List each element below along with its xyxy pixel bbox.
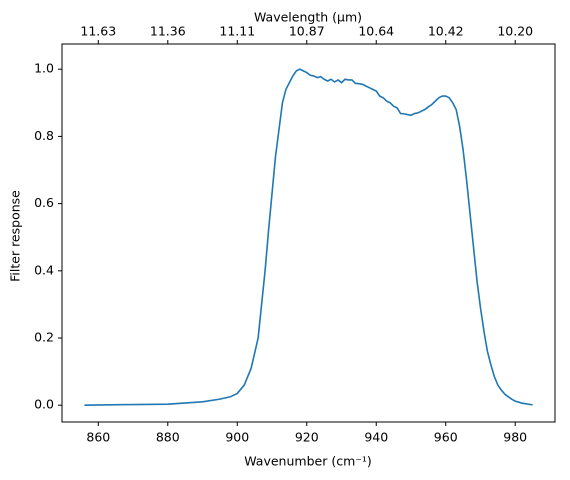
x2-tick-label: 10.20: [497, 24, 533, 39]
x2-tick-label: 11.63: [80, 24, 116, 39]
y-axis-label: Filter response: [8, 190, 23, 282]
x-tick-label: 940: [364, 430, 388, 445]
plot-frame: [61, 43, 556, 423]
y-tick-label: 1.0: [34, 61, 54, 76]
x2-tick-label: 10.64: [358, 24, 394, 39]
x2-axis-label: Wavelength (μm): [254, 10, 362, 25]
x-tick-label: 860: [86, 430, 110, 445]
y-tick-label: 0.6: [34, 195, 54, 210]
data-line: [84, 68, 533, 406]
x-tick-label: 900: [225, 430, 249, 445]
x2-tick-label: 10.42: [428, 24, 464, 39]
y-tick-label: 0.8: [34, 128, 54, 143]
x2-tick-label: 10.87: [289, 24, 325, 39]
x-axis-label: Wavenumber (cm⁻¹): [244, 454, 371, 469]
y-tick-label: 0.2: [34, 330, 54, 345]
x-tick-label: 960: [434, 430, 458, 445]
x2-tick-label: 11.36: [150, 24, 186, 39]
x-tick-label: 920: [295, 430, 319, 445]
x-tick-label: 880: [156, 430, 180, 445]
y-tick-label: 0.4: [34, 262, 54, 277]
x-tick-label: 980: [503, 430, 527, 445]
x2-tick-label: 11.11: [219, 24, 255, 39]
y-tick-label: 0.0: [34, 397, 54, 412]
